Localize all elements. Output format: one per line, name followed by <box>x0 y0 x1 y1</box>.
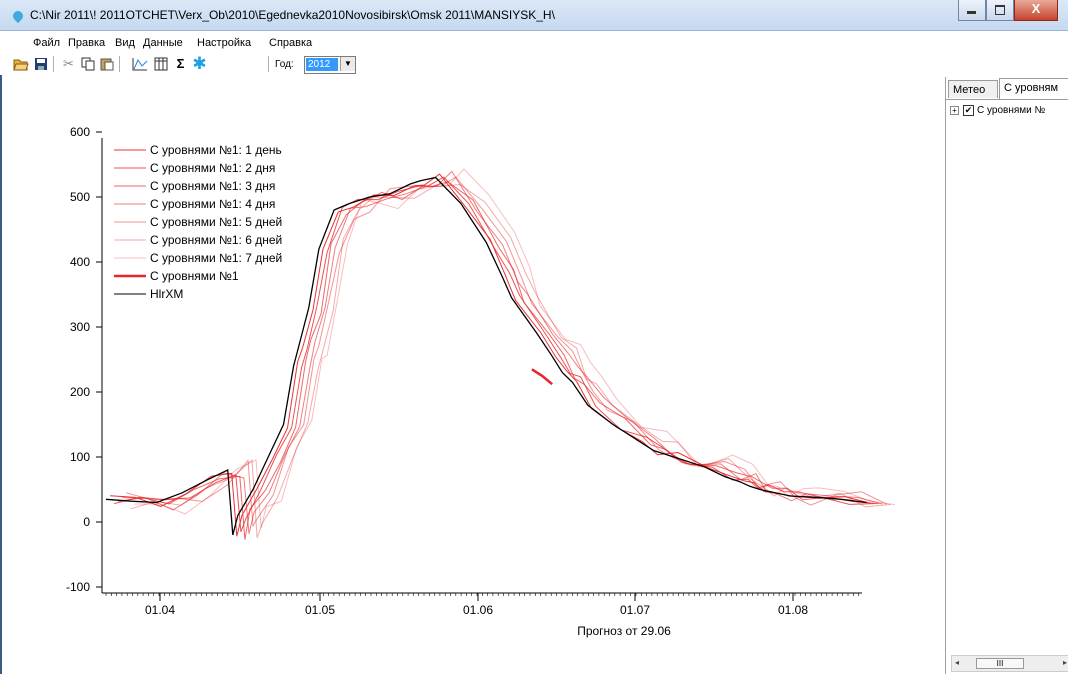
y-tick-label: 400 <box>70 255 90 269</box>
close-button[interactable]: X <box>1014 0 1058 21</box>
legend-entry: С уровнями №1: 7 дней <box>150 251 282 265</box>
save-icon[interactable] <box>32 56 49 72</box>
menu-edit[interactable]: Правка <box>68 37 106 49</box>
expand-icon[interactable]: + <box>950 106 959 115</box>
window-left-border <box>0 75 2 674</box>
table-icon[interactable] <box>152 56 169 72</box>
menu-help[interactable]: Справка <box>269 37 313 49</box>
legend-entry: HlrXM <box>150 287 183 301</box>
open-folder-icon[interactable] <box>12 56 29 72</box>
tab-bar: Метео С уровням <box>946 77 1068 99</box>
right-panel: Метео С уровням + ✔ С уровнями № ◂ III ▸ <box>945 77 1068 674</box>
forecast-main-line <box>531 368 553 386</box>
x-tick-label: 01.04 <box>145 603 175 617</box>
year-value: 2012 <box>306 58 338 71</box>
x-tick-label: 01.05 <box>305 603 335 617</box>
tree-item[interactable]: + ✔ С уровнями № <box>950 105 1045 116</box>
tab-meteo[interactable]: Метео <box>948 80 998 98</box>
y-tick-label: 600 <box>70 125 90 139</box>
menu-data[interactable]: Данные <box>143 37 183 49</box>
forecast-line-4-day <box>122 170 883 534</box>
x-tick-label: 01.07 <box>620 603 650 617</box>
tree-item-label: С уровнями № <box>977 105 1046 116</box>
window-title: C:\Nir 2011\! 2011OTCHET\Verx_Ob\2010\Eg… <box>30 8 555 22</box>
window-controls: X <box>958 0 1058 22</box>
minimize-button[interactable] <box>958 0 986 21</box>
chevron-down-icon[interactable]: ▼ <box>340 57 355 71</box>
x-axis-label: Прогноз от 29.06 <box>577 624 671 638</box>
maximize-button[interactable] <box>986 0 1014 21</box>
checkbox-checked-icon[interactable]: ✔ <box>963 105 974 116</box>
toolbar-separator <box>119 56 120 72</box>
menu-file[interactable]: Файл <box>33 37 61 49</box>
forecast-line-6-day <box>130 183 891 538</box>
cut-icon[interactable]: ✂ <box>63 56 74 71</box>
toolbar: ✂ Σ ✱ Год: 2012 ▼ <box>0 53 1068 75</box>
title-bar: C:\Nir 2011\! 2011OTCHET\Verx_Ob\2010\Eg… <box>0 0 1068 31</box>
tree-view: + ✔ С уровнями № <box>946 99 1068 650</box>
level-chart: 600 500 400 300 200 100 0 -100 01.04 01.05 01.06 0… <box>66 125 895 638</box>
year-dropdown[interactable]: 2012 ▼ <box>304 56 356 74</box>
minimize-icon <box>967 11 976 14</box>
x-tick-label: 01.08 <box>778 603 808 617</box>
y-tick-label: 200 <box>70 385 90 399</box>
asterisk-icon[interactable]: ✱ <box>192 54 207 73</box>
paste-icon[interactable] <box>98 56 115 72</box>
forecast-line-3-day <box>118 181 879 540</box>
horizontal-scrollbar[interactable]: ◂ III ▸ <box>951 655 1068 672</box>
menu-bar: Файл Правка Вид Данные Настройка Справка <box>0 31 1068 51</box>
y-tick-label: 500 <box>70 190 90 204</box>
legend-entry: С уровнями №1 <box>150 269 239 283</box>
forecast-line-5-day <box>126 176 888 528</box>
y-tick-label: 0 <box>83 515 90 529</box>
scroll-thumb[interactable]: III <box>976 658 1024 669</box>
legend-entry: С уровнями №1: 3 дня <box>150 179 275 193</box>
legend-entry: С уровнями №1: 5 дней <box>150 215 282 229</box>
menu-settings[interactable]: Настройка <box>197 37 252 49</box>
forecast-line-7-day <box>134 168 895 529</box>
maximize-icon <box>995 5 1005 15</box>
sum-icon[interactable]: Σ <box>176 56 185 71</box>
legend-entry: С уровнями №1: 6 дней <box>150 233 282 247</box>
y-tick-label: -100 <box>66 580 90 594</box>
legend-entry: С уровнями №1: 1 день <box>150 143 282 157</box>
copy-icon[interactable] <box>79 56 96 72</box>
observed-line <box>105 176 867 536</box>
chart-icon[interactable] <box>131 56 148 72</box>
toolbar-separator <box>53 56 54 72</box>
menu-view[interactable]: Вид <box>115 37 135 49</box>
scroll-left-icon[interactable]: ◂ <box>955 658 960 667</box>
tab-levels[interactable]: С уровням <box>999 78 1068 99</box>
y-tick-label: 300 <box>70 320 90 334</box>
toolbar-separator <box>268 56 269 72</box>
legend-entry: С уровнями №1: 2 дня <box>150 161 275 175</box>
year-label: Год: <box>275 59 294 70</box>
close-icon: X <box>1031 1 1041 16</box>
y-tick-label: 100 <box>70 450 90 464</box>
x-tick-label: 01.06 <box>463 603 493 617</box>
legend-entry: С уровнями №1: 4 дня <box>150 197 275 211</box>
scroll-right-icon[interactable]: ▸ <box>1062 658 1067 667</box>
